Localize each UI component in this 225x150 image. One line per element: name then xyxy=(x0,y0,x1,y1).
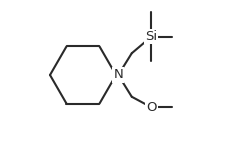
Text: N: N xyxy=(113,69,123,81)
Text: Si: Si xyxy=(144,30,157,43)
Text: O: O xyxy=(145,101,156,114)
